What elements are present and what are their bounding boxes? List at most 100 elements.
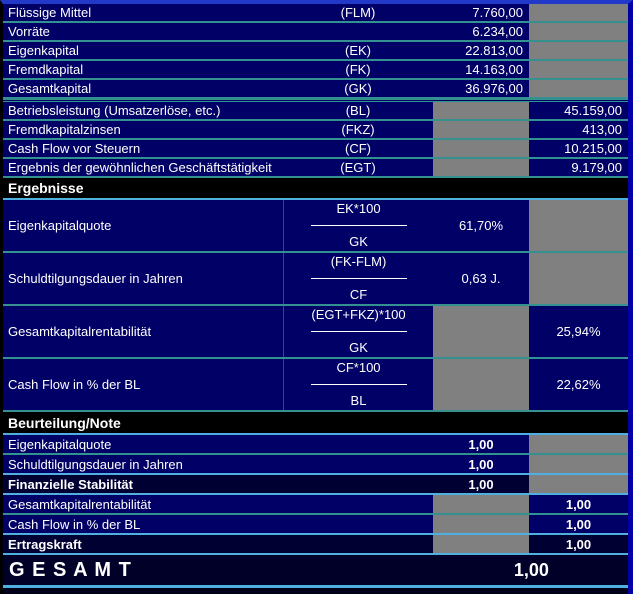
note-label[interactable]: Schuldtilgungsdauer in Jahren [8, 456, 183, 472]
input-cell[interactable] [433, 121, 529, 138]
formula-cell[interactable]: EK*100 GK [283, 200, 433, 251]
value-cell[interactable]: 6.234,00 [472, 24, 523, 39]
note-value[interactable]: 1,00 [565, 536, 592, 552]
ratio-label[interactable]: Schuldtilgungsdauer in Jahren [8, 271, 183, 286]
bottom-filler [3, 588, 628, 594]
note-label[interactable]: Gesamtkapitalrentabilität [8, 496, 152, 512]
abbr-cell[interactable]: (FLM) [340, 5, 376, 20]
abbr-cell[interactable]: (CF) [345, 141, 371, 156]
input-cell[interactable] [529, 4, 628, 21]
table-row: Betriebsleistung (Umsatzerlöse, etc.) (B… [3, 102, 628, 121]
table-row: Flüssige Mittel (FLM) 7.760,00 [3, 4, 628, 23]
value-cell[interactable]: 45.159,00 [564, 103, 622, 118]
section-header-beurteilung[interactable]: Beurteilung/Note [3, 412, 628, 435]
input-cell[interactable] [433, 102, 529, 119]
note-value[interactable]: 1,00 [468, 436, 494, 452]
note-label[interactable]: Eigenkapitalquote [8, 436, 112, 452]
abbr-cell[interactable]: (FK) [345, 62, 371, 77]
input-cell[interactable] [433, 495, 529, 513]
value-cell[interactable]: 10.215,00 [564, 141, 622, 156]
note-label[interactable]: Cash Flow in % der BL [8, 516, 141, 532]
row-label[interactable]: Ergebnis der gewöhnlichen Geschäftstätig… [8, 160, 272, 175]
ratio-label[interactable]: Gesamtkapitalrentabilität [8, 324, 152, 339]
abbr-cell[interactable]: (EK) [345, 43, 371, 58]
note-row: Schuldtilgungsdauer in Jahren 1,00 [3, 455, 628, 475]
note-value[interactable]: 1,00 [468, 476, 494, 492]
formula-cell[interactable]: CF*100 BL [283, 359, 433, 410]
ratio-value[interactable]: 0,63 J. [461, 271, 501, 286]
formula-cell[interactable]: (EGT+FKZ)*100 GK [283, 306, 433, 357]
value-cell[interactable]: 9.179,00 [571, 160, 622, 175]
input-cell[interactable] [529, 61, 628, 78]
note-row: Gesamtkapitalrentabilität 1,00 [3, 495, 628, 515]
formula-numerator: CF*100 [336, 360, 381, 375]
ratio-value[interactable]: 25,94% [556, 324, 601, 339]
ratio-value[interactable]: 22,62% [556, 377, 601, 392]
input-cell[interactable] [529, 200, 628, 251]
row-label[interactable]: Eigenkapital [8, 43, 79, 58]
input-cell[interactable] [529, 455, 628, 473]
table-row: Cash Flow vor Steuern (CF) 10.215,00 [3, 140, 628, 159]
formula-denominator: GK [349, 340, 368, 355]
input-cell[interactable] [529, 253, 628, 304]
formula-cell[interactable]: (FK-FLM) CF [283, 253, 433, 304]
note-row-ertragskraft: Ertragskraft 1,00 [3, 535, 628, 555]
row-label[interactable]: Betriebsleistung (Umsatzerlöse, etc.) [8, 103, 221, 118]
input-cell[interactable] [529, 475, 628, 493]
ratio-row: Schuldtilgungsdauer in Jahren (FK-FLM) C… [3, 253, 628, 306]
row-label[interactable]: Fremdkapitalzinsen [8, 122, 121, 137]
formula-numerator: EK*100 [336, 201, 381, 216]
note-label[interactable]: Finanzielle Stabilität [8, 476, 133, 492]
note-label[interactable]: Ertragskraft [8, 536, 82, 552]
table-row: Vorräte 6.234,00 [3, 23, 628, 42]
input-cell[interactable] [529, 42, 628, 59]
input-cell[interactable] [433, 306, 529, 357]
ratio-label[interactable]: Cash Flow in % der BL [8, 377, 141, 392]
row-label[interactable]: Flüssige Mittel [8, 5, 92, 20]
fraction-line [310, 330, 407, 332]
formula-numerator: (FK-FLM) [330, 254, 387, 269]
formula-denominator: BL [350, 393, 367, 408]
total-label[interactable]: G E S A M T [9, 558, 132, 581]
input-cell[interactable] [433, 140, 529, 157]
value-cell[interactable]: 22.813,00 [465, 43, 523, 58]
input-cell[interactable] [529, 435, 628, 453]
value-cell[interactable]: 36.976,00 [465, 81, 523, 96]
abbr-cell[interactable]: (EGT) [340, 160, 376, 175]
row-label[interactable]: Gesamtkapital [8, 81, 92, 96]
formula-numerator: (EGT+FKZ)*100 [311, 307, 406, 322]
input-cell[interactable] [529, 80, 628, 97]
note-value[interactable]: 1,00 [565, 496, 592, 512]
value-cell[interactable]: 7.760,00 [472, 5, 523, 20]
input-cell[interactable] [433, 535, 529, 553]
table-row: Gesamtkapital (GK) 36.976,00 [3, 80, 628, 99]
formula-denominator: CF [349, 287, 368, 302]
note-value[interactable]: 1,00 [565, 516, 592, 532]
input-cell[interactable] [433, 359, 529, 410]
note-row-finanzielle-stabilitaet: Finanzielle Stabilität 1,00 [3, 475, 628, 495]
abbr-cell[interactable]: (FKZ) [341, 122, 375, 137]
input-cell[interactable] [433, 159, 529, 176]
ratio-label[interactable]: Eigenkapitalquote [8, 218, 112, 233]
row-label[interactable]: Cash Flow vor Steuern [8, 141, 141, 156]
formula-denominator: GK [349, 234, 368, 249]
note-row: Eigenkapitalquote 1,00 [3, 435, 628, 455]
input-cell[interactable] [433, 515, 529, 533]
value-cell[interactable]: 413,00 [582, 122, 622, 137]
ratio-value[interactable]: 61,70% [458, 218, 504, 233]
value-cell[interactable]: 14.163,00 [465, 62, 523, 77]
row-label[interactable]: Fremdkapital [8, 62, 84, 77]
table-row: Ergebnis der gewöhnlichen Geschäftstätig… [3, 159, 628, 178]
section-header-ergebnisse[interactable]: Ergebnisse [3, 178, 628, 200]
abbr-cell[interactable]: (GK) [344, 81, 372, 96]
fraction-line [310, 224, 407, 226]
input-cell[interactable] [529, 23, 628, 40]
total-value[interactable]: 1,00 [513, 559, 549, 580]
abbr-cell[interactable]: (BL) [345, 103, 371, 118]
note-row: Cash Flow in % der BL 1,00 [3, 515, 628, 535]
note-value[interactable]: 1,00 [468, 456, 494, 472]
row-label[interactable]: Vorräte [8, 24, 50, 39]
ratio-row: Eigenkapitalquote EK*100 GK 61,70% [3, 200, 628, 253]
table-row: Fremdkapitalzinsen (FKZ) 413,00 [3, 121, 628, 140]
